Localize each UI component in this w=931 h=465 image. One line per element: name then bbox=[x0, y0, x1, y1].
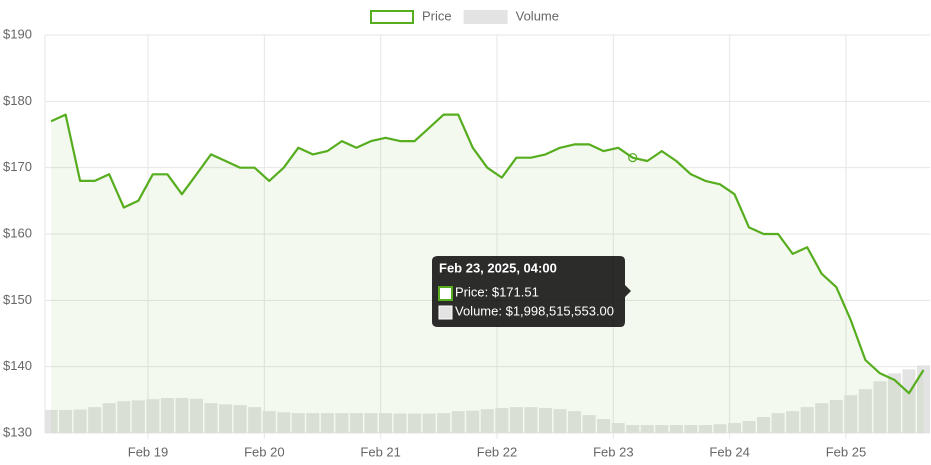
tooltip-line: Price: $171.51 bbox=[455, 284, 539, 299]
volume-bar bbox=[524, 407, 538, 433]
volume-bar bbox=[160, 397, 174, 433]
price-line bbox=[50, 113, 925, 395]
volume-bars bbox=[44, 365, 931, 433]
x-tick-label: Feb 23 bbox=[593, 444, 633, 459]
tooltip-line: Volume: $1,998,515,553.00 bbox=[455, 303, 614, 318]
y-tick-label: $160 bbox=[3, 225, 32, 240]
volume-bar bbox=[88, 407, 102, 433]
volume-bar bbox=[902, 369, 916, 433]
volume-bar bbox=[698, 425, 712, 433]
y-tick-label: $180 bbox=[3, 93, 32, 108]
volume-bar bbox=[669, 425, 683, 433]
volume-bar bbox=[73, 409, 87, 433]
hover-point bbox=[628, 153, 638, 163]
volume-bar bbox=[233, 405, 247, 433]
tooltip-swatch bbox=[438, 305, 453, 320]
volume-bar bbox=[829, 399, 843, 433]
legend-swatch[interactable] bbox=[463, 10, 508, 24]
x-tick-label: Feb 24 bbox=[709, 444, 749, 459]
volume-bar bbox=[422, 413, 436, 433]
volume-bar bbox=[378, 413, 393, 433]
tooltip: Feb 23, 2025, 04:00 Price: $171.51 Volume:… bbox=[432, 153, 638, 327]
volume-bar bbox=[727, 423, 742, 433]
volume-bar bbox=[771, 413, 785, 433]
volume-bar bbox=[364, 413, 378, 433]
volume-bar bbox=[611, 423, 625, 433]
volume-bar bbox=[306, 413, 320, 433]
volume-bar bbox=[131, 400, 145, 433]
tooltip-title: Feb 23, 2025, 04:00 bbox=[439, 260, 557, 275]
volume-bar bbox=[873, 381, 887, 433]
tooltip-swatch bbox=[438, 286, 453, 301]
volume-bar bbox=[451, 411, 465, 433]
x-tick-label: Feb 19 bbox=[128, 444, 168, 459]
volume-bar bbox=[44, 409, 58, 433]
volume-bar bbox=[437, 413, 451, 433]
volume-bar bbox=[59, 409, 73, 433]
volume-bar bbox=[538, 407, 552, 433]
volume-bar bbox=[495, 407, 509, 433]
volume-bar bbox=[408, 413, 422, 433]
volume-bar bbox=[553, 409, 567, 433]
volume-bar bbox=[320, 413, 334, 433]
volume-bar bbox=[655, 425, 669, 433]
volume-bar bbox=[626, 425, 640, 433]
volume-bar bbox=[291, 413, 305, 433]
volume-bar bbox=[887, 373, 901, 433]
volume-bar bbox=[917, 365, 931, 433]
volume-bar bbox=[480, 409, 494, 433]
legend: Price Volume bbox=[370, 8, 559, 24]
volume-bar bbox=[597, 419, 611, 433]
volume-bar bbox=[277, 412, 291, 433]
legend-label[interactable]: Volume bbox=[516, 8, 559, 23]
y-tick-label: $140 bbox=[3, 358, 32, 373]
y-tick-label: $190 bbox=[3, 26, 32, 41]
legend-swatch[interactable] bbox=[370, 10, 414, 24]
volume-bar bbox=[393, 413, 407, 433]
x-tick-label: Feb 21 bbox=[360, 444, 400, 459]
volume-bar bbox=[742, 421, 756, 433]
legend-label[interactable]: Price bbox=[422, 8, 452, 23]
volume-bar bbox=[102, 403, 116, 433]
volume-bar bbox=[582, 415, 596, 433]
volume-bar bbox=[786, 411, 800, 433]
volume-bar bbox=[204, 403, 218, 433]
y-tick-label: $170 bbox=[3, 159, 32, 174]
volume-bar bbox=[858, 389, 872, 433]
volume-bar bbox=[640, 425, 654, 433]
volume-bar bbox=[335, 413, 349, 433]
volume-bar bbox=[248, 407, 262, 433]
volume-bar bbox=[684, 425, 698, 433]
volume-bar bbox=[815, 403, 829, 433]
volume-bar bbox=[117, 401, 131, 433]
volume-bar bbox=[568, 411, 582, 433]
volume-bar bbox=[466, 410, 480, 433]
x-tick-label: Feb 20 bbox=[244, 444, 284, 459]
volume-bar bbox=[146, 399, 160, 433]
volume-bar bbox=[713, 424, 727, 433]
volume-bar bbox=[509, 407, 523, 433]
y-tick-label: $130 bbox=[3, 424, 32, 439]
volume-bar bbox=[175, 397, 189, 433]
x-tick-label: Feb 22 bbox=[477, 444, 517, 459]
tooltip-box bbox=[432, 256, 631, 327]
volume-bar bbox=[219, 404, 233, 433]
volume-bar bbox=[262, 411, 276, 433]
volume-bar bbox=[800, 407, 814, 433]
x-tick-label: Feb 25 bbox=[826, 444, 866, 459]
volume-bar bbox=[844, 395, 858, 433]
y-tick-label: $150 bbox=[3, 292, 32, 307]
volume-bar bbox=[757, 417, 771, 433]
volume-bar bbox=[349, 413, 363, 433]
volume-bar bbox=[189, 398, 204, 433]
